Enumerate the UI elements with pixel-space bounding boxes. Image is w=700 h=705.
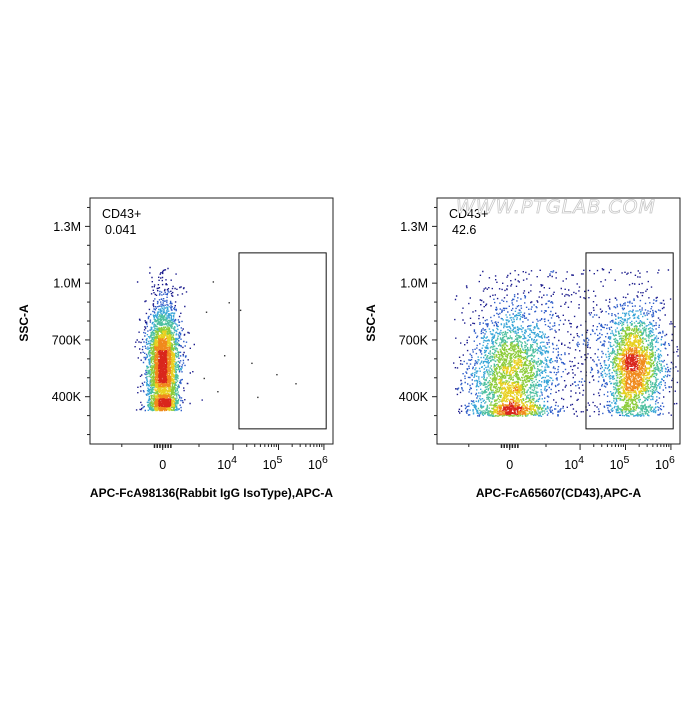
event-density-level-5: [154, 330, 176, 412]
event-dot: [276, 373, 278, 376]
y-tick-label: 1.3M: [400, 220, 428, 234]
y-tick-label: 1.3M: [53, 220, 81, 234]
event-dot: [257, 396, 259, 399]
gate-name-label: CD43+: [102, 207, 141, 221]
event-dot: [295, 383, 297, 385]
y-tick-label: 1.0M: [53, 277, 81, 291]
event-density-level-5: [493, 334, 651, 415]
left-plot-panel: CD43+ 0.041 400K 700K 1.0M 1.3M 0 104 105 106 APC-…: [17, 197, 334, 500]
gate-rectangle[interactable]: [238, 252, 327, 430]
y-axis-title: SSC-A: [17, 304, 31, 342]
right-plot-panel: CD43+ 42.6 400K 700K 1.0M 1.3M 0 104 105 106 APC-F…: [364, 197, 681, 500]
event-dot: [217, 391, 219, 393]
x-tick-label: 104: [217, 454, 237, 472]
event-dots: [453, 268, 679, 417]
watermark-text: WWW.PTGLAB.COM: [456, 196, 656, 218]
x-tick-label: 106: [655, 454, 675, 472]
event-density-level-7: [502, 354, 639, 416]
y-tick-label: 1.0M: [400, 277, 428, 291]
event-density-level-6: [497, 346, 647, 416]
y-tick-label: 700K: [399, 333, 429, 347]
event-density-level-3: [477, 322, 662, 417]
x-tick-label: 105: [263, 454, 283, 472]
event-density-level-6: [154, 338, 172, 412]
event-dot: [212, 281, 215, 283]
event-dot: [203, 377, 205, 380]
event-dot: [251, 362, 253, 365]
x-tick-label: 106: [308, 454, 328, 472]
event-density-level-1: [142, 290, 188, 412]
gate-rectangle[interactable]: [585, 252, 674, 430]
y-tick-label: 400K: [52, 390, 82, 404]
gate-name-label: CD43+: [449, 207, 488, 221]
gate-percent-label: 0.041: [105, 223, 136, 237]
x-tick-label: 105: [610, 454, 630, 472]
gate-percent-label: 42.6: [452, 223, 476, 237]
x-axis-title: APC-FcA98136(Rabbit IgG IsoType),APC-A: [90, 486, 333, 500]
y-axis-title: SSC-A: [364, 304, 378, 342]
x-tick-label: 0: [159, 458, 166, 472]
event-density-level-7: [158, 350, 172, 408]
x-axis-title: APC-FcA65607(CD43),APC-A: [476, 486, 642, 500]
y-tick-label: 400K: [399, 390, 429, 404]
event-density-level-2: [146, 306, 183, 412]
event-dots: [134, 266, 297, 412]
x-tick-label: 0: [506, 458, 513, 472]
event-dot: [239, 309, 242, 312]
event-dot: [228, 302, 230, 304]
x-tick-label: 104: [564, 454, 584, 472]
event-density-level-3: [146, 314, 180, 412]
y-tick-label: 700K: [52, 333, 82, 347]
event-dot: [223, 355, 226, 357]
event-density-level-0: [453, 268, 679, 417]
event-dot: [205, 311, 208, 313]
